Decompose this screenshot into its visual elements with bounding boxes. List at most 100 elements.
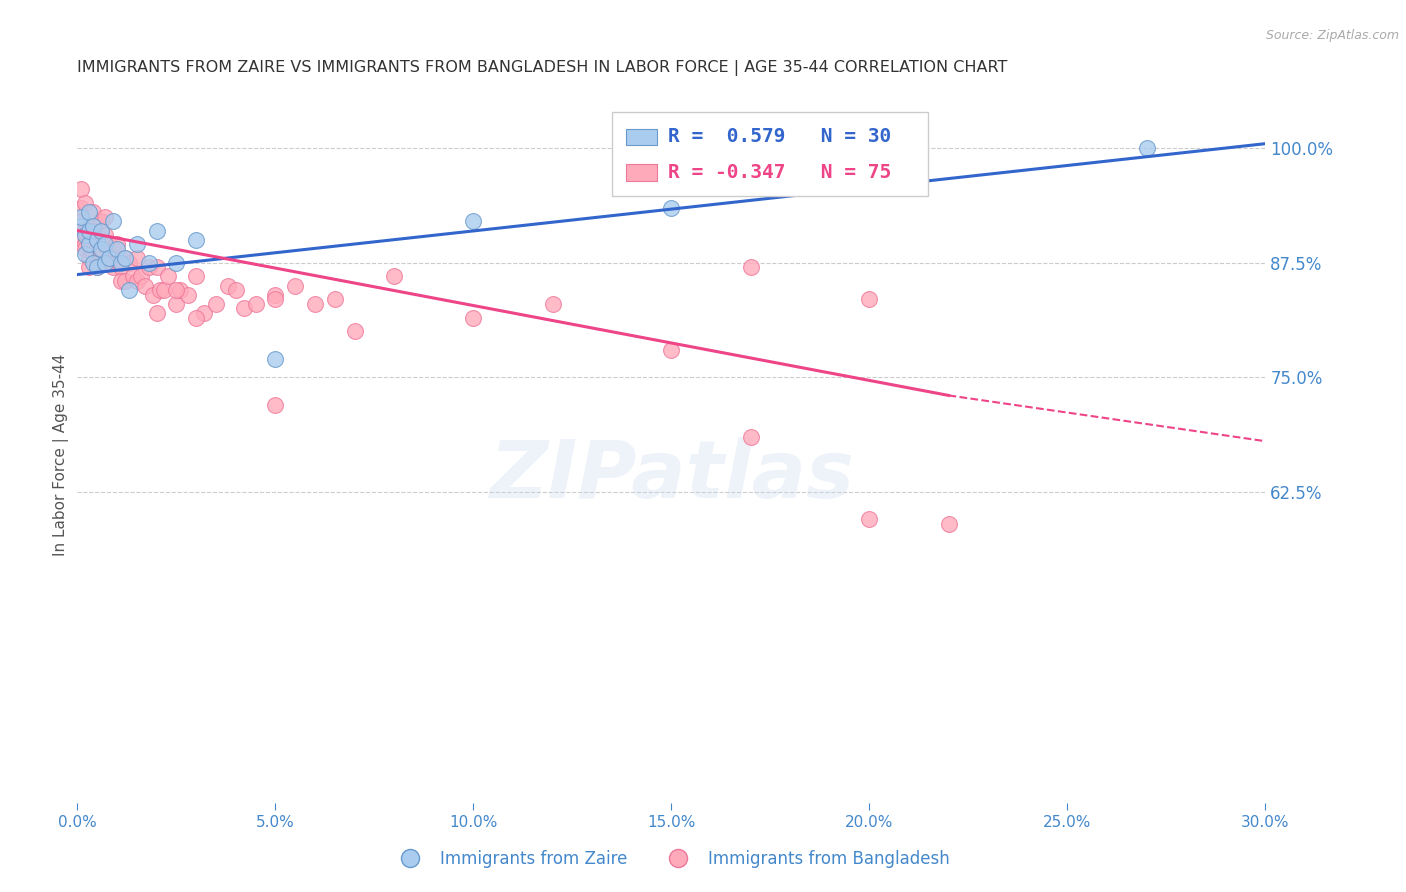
- Point: [94, 228, 117, 243]
- Point: [177, 287, 200, 301]
- Point: [86, 224, 108, 238]
- Point: [110, 255, 132, 269]
- Text: ZIPatlas: ZIPatlas: [489, 437, 853, 515]
- Point: [114, 251, 136, 265]
- Point: [186, 233, 208, 247]
- Point: [75, 228, 97, 243]
- Point: [142, 287, 165, 301]
- Text: Source: ZipAtlas.com: Source: ZipAtlas.com: [1265, 29, 1399, 42]
- Point: [118, 255, 141, 269]
- Point: [193, 306, 215, 320]
- Point: [217, 278, 239, 293]
- Point: [110, 274, 132, 288]
- Point: [134, 278, 156, 293]
- Point: [661, 343, 683, 357]
- Point: [114, 274, 136, 288]
- Point: [165, 283, 187, 297]
- Point: [90, 246, 112, 260]
- Point: [1136, 141, 1159, 155]
- Point: [153, 283, 176, 297]
- Point: [165, 297, 187, 311]
- Point: [90, 224, 112, 238]
- Point: [70, 201, 93, 215]
- Point: [70, 182, 93, 196]
- Point: [70, 214, 93, 228]
- Point: [661, 201, 683, 215]
- Point: [90, 214, 112, 228]
- Point: [82, 246, 104, 260]
- Point: [118, 283, 141, 297]
- Point: [245, 297, 267, 311]
- Point: [82, 205, 104, 219]
- Point: [77, 237, 100, 252]
- Point: [264, 398, 287, 412]
- Point: [264, 351, 287, 366]
- Point: [75, 246, 97, 260]
- Point: [94, 255, 117, 269]
- Y-axis label: In Labor Force | Age 35-44: In Labor Force | Age 35-44: [53, 354, 69, 556]
- Point: [304, 297, 326, 311]
- Point: [77, 260, 100, 275]
- Point: [145, 224, 167, 238]
- Point: [323, 293, 346, 307]
- Point: [77, 251, 100, 265]
- Point: [101, 260, 124, 275]
- Point: [98, 237, 121, 252]
- Point: [75, 196, 97, 211]
- Point: [86, 260, 108, 275]
- Point: [70, 210, 93, 224]
- Point: [77, 237, 100, 252]
- Point: [101, 214, 124, 228]
- Point: [232, 301, 254, 316]
- Point: [105, 255, 128, 269]
- Point: [225, 283, 247, 297]
- Point: [98, 255, 121, 269]
- Point: [138, 255, 160, 269]
- Point: [110, 260, 132, 275]
- Point: [284, 278, 307, 293]
- Point: [86, 233, 108, 247]
- Point: [138, 260, 160, 275]
- Point: [125, 251, 148, 265]
- Point: [463, 310, 485, 325]
- Point: [70, 219, 93, 233]
- Point: [105, 237, 128, 252]
- Point: [75, 242, 97, 256]
- Point: [77, 224, 100, 238]
- Point: [94, 210, 117, 224]
- Point: [463, 214, 485, 228]
- Point: [82, 255, 104, 269]
- Point: [740, 260, 762, 275]
- Text: R =  0.579   N = 30: R = 0.579 N = 30: [668, 128, 891, 146]
- Point: [740, 429, 762, 443]
- Point: [121, 269, 143, 284]
- Point: [938, 516, 960, 531]
- Point: [858, 512, 880, 526]
- Point: [82, 224, 104, 238]
- Point: [149, 283, 172, 297]
- Point: [541, 297, 564, 311]
- Point: [157, 269, 180, 284]
- Point: [101, 242, 124, 256]
- Point: [70, 228, 93, 243]
- Point: [264, 293, 287, 307]
- Point: [169, 283, 191, 297]
- Point: [98, 251, 121, 265]
- Legend: Immigrants from Zaire, Immigrants from Bangladesh: Immigrants from Zaire, Immigrants from B…: [387, 843, 956, 874]
- Point: [125, 237, 148, 252]
- Point: [94, 255, 117, 269]
- Point: [145, 260, 167, 275]
- Point: [186, 269, 208, 284]
- Point: [77, 205, 100, 219]
- Point: [129, 269, 152, 284]
- Point: [165, 255, 187, 269]
- Point: [82, 219, 104, 233]
- Point: [94, 237, 117, 252]
- Point: [77, 219, 100, 233]
- Point: [90, 242, 112, 256]
- Point: [145, 306, 167, 320]
- Point: [382, 269, 405, 284]
- Point: [205, 297, 228, 311]
- Point: [86, 260, 108, 275]
- Point: [75, 237, 97, 252]
